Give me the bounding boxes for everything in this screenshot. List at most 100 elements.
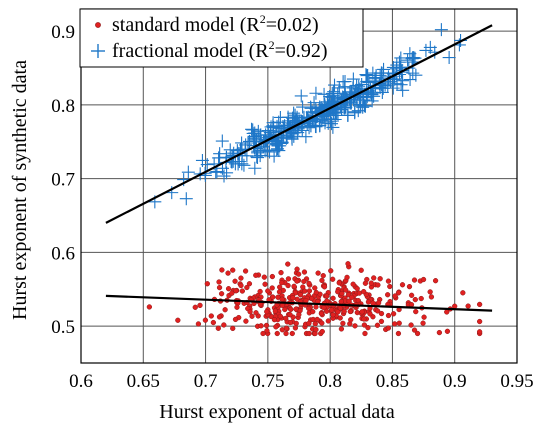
standard-model-point	[362, 280, 369, 286]
standard-model-point	[288, 306, 294, 313]
standard-model-point	[221, 322, 227, 328]
fractional-model-point	[302, 121, 316, 135]
standard-model-point	[265, 288, 271, 294]
fractional-model-point	[287, 106, 301, 120]
standard-model-point	[337, 305, 344, 311]
standard-model-point	[320, 273, 326, 279]
standard-model-point	[377, 276, 383, 282]
fractional-model-point	[212, 151, 226, 165]
standard-model-point	[216, 314, 223, 320]
standard-model-point	[338, 298, 344, 305]
standard-model-point	[204, 281, 210, 287]
fractional-model-point	[328, 105, 342, 119]
standard-model-point	[264, 309, 270, 315]
y-tick-labels: 0.5 0.6 0.7 0.8 0.9	[51, 22, 75, 338]
standard-model-point	[278, 269, 284, 276]
standard-model-point	[310, 309, 316, 315]
standard-model-point	[367, 311, 373, 317]
standard-model-point	[385, 278, 392, 284]
standard-model-point	[279, 296, 285, 302]
standard-model-point	[294, 266, 300, 272]
fractional-model-points	[148, 23, 468, 209]
fractional-model-point	[253, 149, 267, 163]
standard-model-point	[225, 270, 231, 276]
standard-model-point	[295, 271, 302, 277]
standard-model-point	[319, 277, 325, 284]
fractional-model-point	[406, 51, 420, 65]
fractional-model-point	[195, 153, 209, 167]
standard-model-point	[303, 297, 309, 304]
standard-model-point	[476, 318, 483, 325]
standard-model-point	[408, 292, 415, 298]
standard-model-point	[195, 321, 202, 327]
fractional-model-point	[248, 161, 262, 175]
fractional-model-point	[313, 118, 327, 132]
legend-box	[79, 8, 364, 68]
standard-model-point	[318, 310, 325, 317]
standard-model-point	[339, 290, 345, 297]
standard-model-point	[432, 278, 439, 284]
standard-model-point	[361, 322, 368, 328]
fractional-model-point	[304, 100, 318, 114]
fractional-model-point	[390, 58, 404, 72]
standard-model-point	[197, 302, 203, 309]
standard-model-point	[146, 304, 153, 310]
standard-model-point	[230, 325, 236, 332]
standard-model-point	[232, 316, 239, 323]
x-tick-labels: 0.6 0.65 0.7 0.75 0.8 0.85 0.9 0.95	[69, 371, 534, 392]
standard-model-point	[365, 325, 371, 331]
standard-model-point	[476, 329, 483, 335]
standard-model-point	[392, 321, 398, 327]
standard-model-point	[313, 304, 319, 310]
standard-model-point	[362, 330, 368, 337]
standard-model-point	[285, 276, 292, 282]
standard-model-point	[324, 293, 330, 299]
standard-model-point	[395, 330, 402, 337]
standard-model-point	[301, 269, 308, 275]
fractional-model-point	[341, 108, 355, 122]
x-tick-label: 0.7	[194, 371, 218, 392]
fractional-model-point	[355, 77, 369, 91]
standard-model-point	[273, 324, 279, 330]
standard-model-point	[285, 282, 291, 289]
standard-model-point	[294, 278, 300, 284]
fractional-model-point	[332, 81, 346, 95]
fractional-model-point	[273, 110, 287, 124]
fractional-model-point	[271, 136, 285, 150]
fit-lines	[105, 24, 493, 312]
standard-model-point	[361, 288, 367, 295]
standard-model-point	[336, 280, 342, 286]
standard-model-point	[406, 283, 413, 290]
legend-fractional-sup: 2	[269, 38, 275, 52]
standard-model-point	[476, 301, 483, 308]
standard-model-point	[349, 294, 355, 301]
standard-model-point	[337, 315, 343, 321]
legend-standard-sup: 2	[260, 12, 266, 26]
standard-model-point	[375, 282, 381, 288]
x-tick-label: 0.9	[443, 371, 467, 392]
standard-model-point	[465, 303, 471, 309]
standard-model-point	[238, 282, 244, 289]
y-tick-label: 0.5	[51, 317, 75, 338]
fractional-model-point	[248, 126, 262, 140]
fractional-model-point	[357, 93, 371, 107]
standard-model-point	[287, 311, 293, 318]
standard-model-point	[272, 308, 279, 314]
standard-model-point	[411, 277, 418, 283]
fractional-model-point	[179, 192, 193, 206]
standard-model-point	[390, 311, 397, 317]
fractional-model-point	[254, 128, 268, 142]
standard-model-point	[399, 282, 406, 288]
fractional-model-point	[317, 87, 331, 101]
fractional-model-point	[294, 89, 308, 103]
standard-model-point	[330, 276, 336, 282]
standard-model-point	[371, 275, 377, 281]
standard-model-point	[271, 317, 278, 323]
standard-model-point	[412, 296, 418, 303]
y-tick-label: 0.9	[51, 22, 75, 43]
legend-entry-fractional: fractional model (R2=0.92)	[112, 38, 328, 62]
fractional-model-point	[394, 78, 408, 92]
fractional-model-point	[386, 81, 400, 95]
y-tick-label: 0.6	[51, 243, 75, 264]
